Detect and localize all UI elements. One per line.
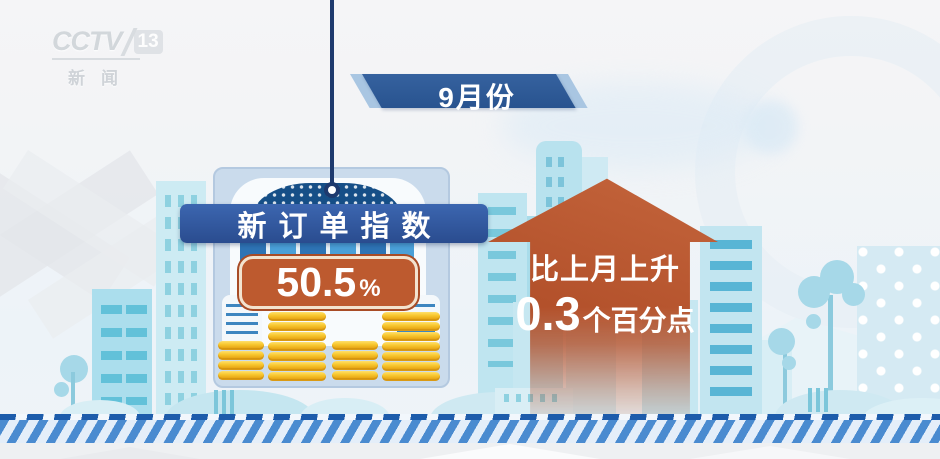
- coin: [332, 351, 378, 360]
- background-blob-decor: [744, 100, 798, 154]
- coin: [268, 372, 326, 381]
- tree-foliage: [768, 328, 795, 355]
- coin: [382, 322, 440, 331]
- channel-subtitle: 新闻: [68, 69, 134, 88]
- coin: [382, 342, 440, 351]
- coin: [332, 341, 378, 350]
- coin-stack: [382, 311, 440, 381]
- index-value-box: 50.5 %: [239, 256, 418, 309]
- coin-stack: [268, 311, 326, 381]
- rooftop-bars-decor: [808, 388, 828, 412]
- coin: [268, 352, 326, 361]
- coin: [218, 371, 264, 380]
- logo-underline-decor: [52, 58, 140, 60]
- index-value: 50.5: [276, 259, 357, 305]
- coin: [332, 371, 378, 380]
- change-annotation: 比上月上升 0.3 个百分点: [512, 246, 698, 339]
- change-unit: 个百分点: [582, 305, 695, 336]
- coin: [382, 312, 440, 321]
- building-silhouette: [700, 226, 762, 418]
- index-name-plate: 新订单指数: [180, 204, 488, 243]
- coin: [268, 332, 326, 341]
- tree-foliage: [842, 283, 865, 306]
- coin: [382, 352, 440, 361]
- tree-trunk: [828, 295, 833, 417]
- tree-foliage: [54, 382, 69, 397]
- month-banner-label: 9月份: [438, 82, 516, 113]
- coin: [268, 322, 326, 331]
- coin: [218, 361, 264, 370]
- cctv-watermark: CCTV 13 新闻: [52, 26, 172, 89]
- hanging-line: [330, 0, 334, 184]
- change-value: 0.3: [515, 287, 581, 340]
- hanging-line-dot: [324, 182, 340, 198]
- coin: [268, 342, 326, 351]
- coin: [382, 332, 440, 341]
- tree-foliage: [806, 314, 821, 329]
- polka-dot-panel-decor: [857, 246, 940, 418]
- coin: [218, 341, 264, 350]
- coin: [268, 362, 326, 371]
- cctv-brand-text: CCTV: [52, 26, 122, 56]
- index-name-text: 新订单指数: [237, 210, 443, 243]
- coin: [332, 361, 378, 370]
- tree-trunk: [783, 343, 787, 417]
- tree-trunk: [71, 372, 75, 420]
- bottom-stripe-band: [0, 420, 940, 443]
- building-silhouette: [92, 289, 152, 417]
- coin-stack: [332, 340, 378, 380]
- coin: [268, 312, 326, 321]
- rooftop-bars-decor: [214, 390, 234, 414]
- percent-sign: %: [359, 274, 381, 302]
- tree-foliage: [782, 356, 796, 370]
- change-prefix-text: 比上月上升: [529, 254, 680, 286]
- channel-number: 13: [133, 29, 163, 54]
- coin: [382, 372, 440, 381]
- cctv-logo-row: CCTV 13: [52, 26, 172, 57]
- coin-stack: [218, 340, 264, 380]
- bottom-dashed-line: [0, 414, 940, 420]
- coin: [382, 362, 440, 371]
- change-value-row: 0.3 个百分点: [512, 290, 698, 339]
- coin: [218, 351, 264, 360]
